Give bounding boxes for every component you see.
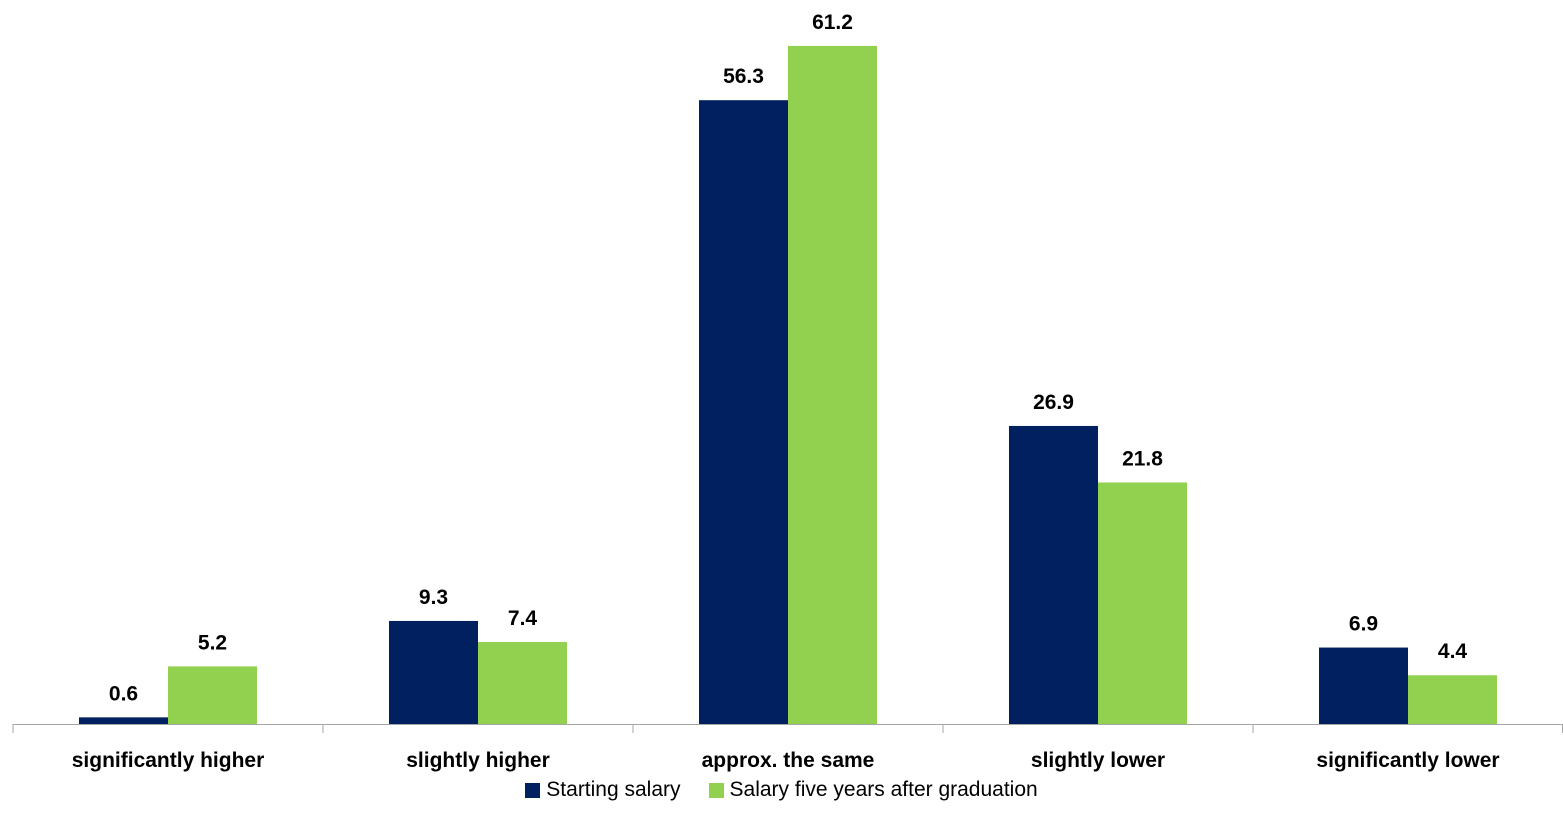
category-labels-layer: significantly higher slightly higher appro… xyxy=(72,749,1500,772)
bar-starting-salary-significantly-lower xyxy=(1319,647,1408,724)
legend-label-salary-five-years: Salary five years after graduation xyxy=(729,778,1038,801)
value-label-salary-five-years-after-graduation-slightly-lower: 21.8 xyxy=(1122,447,1163,470)
bar-salary-five-years-after-graduation-slightly-higher xyxy=(478,642,567,724)
category-label-significantly-lower: significantly lower xyxy=(1316,749,1499,772)
bar-starting-salary-slightly-lower xyxy=(1009,425,1098,724)
bar-salary-five-years-after-graduation-significantly-lower xyxy=(1408,675,1497,724)
value-label-starting-salary-significantly-lower: 6.9 xyxy=(1349,613,1378,636)
bar-starting-salary-slightly-higher xyxy=(389,620,478,724)
legend: Starting salary Salary five years after … xyxy=(0,774,1563,806)
bar-starting-salary-approx-the-same xyxy=(699,100,788,725)
category-label-slightly-higher: slightly higher xyxy=(406,749,550,772)
category-label-approx-the-same: approx. the same xyxy=(702,749,875,772)
bar-salary-five-years-after-graduation-approx-the-same xyxy=(788,45,877,725)
bar-starting-salary-significantly-higher xyxy=(79,717,168,724)
value-label-starting-salary-significantly-higher: 0.6 xyxy=(109,682,138,705)
value-label-salary-five-years-after-graduation-significantly-lower: 4.4 xyxy=(1438,640,1468,663)
category-label-significantly-higher: significantly higher xyxy=(72,749,265,772)
bar-salary-five-years-after-graduation-slightly-lower xyxy=(1098,482,1187,724)
bars-layer xyxy=(79,45,1497,725)
legend-swatch-salary-five-years xyxy=(708,782,724,798)
x-axis xyxy=(12,724,1563,733)
legend-item-starting-salary: Starting salary xyxy=(525,778,681,802)
legend-item-salary-five-years: Salary five years after graduation xyxy=(708,778,1038,802)
bar-salary-five-years-after-graduation-significantly-higher xyxy=(168,666,257,724)
legend-label-starting-salary: Starting salary xyxy=(546,778,681,801)
value-label-salary-five-years-after-graduation-slightly-higher: 7.4 xyxy=(508,607,538,630)
value-label-salary-five-years-after-graduation-approx-the-same: 61.2 xyxy=(812,11,853,34)
legend-swatch-starting-salary xyxy=(525,782,541,798)
category-label-slightly-lower: slightly lower xyxy=(1031,749,1165,772)
value-label-starting-salary-slightly-lower: 26.9 xyxy=(1033,391,1074,414)
value-label-starting-salary-approx-the-same: 56.3 xyxy=(723,65,764,88)
value-label-salary-five-years-after-graduation-significantly-higher: 5.2 xyxy=(198,631,227,654)
value-labels-layer: 0.6 5.2 9.3 7.4 56.3 61.2 26.9 21.8 6.9 4.4 xyxy=(109,11,1468,705)
value-label-starting-salary-slightly-higher: 9.3 xyxy=(419,586,448,609)
